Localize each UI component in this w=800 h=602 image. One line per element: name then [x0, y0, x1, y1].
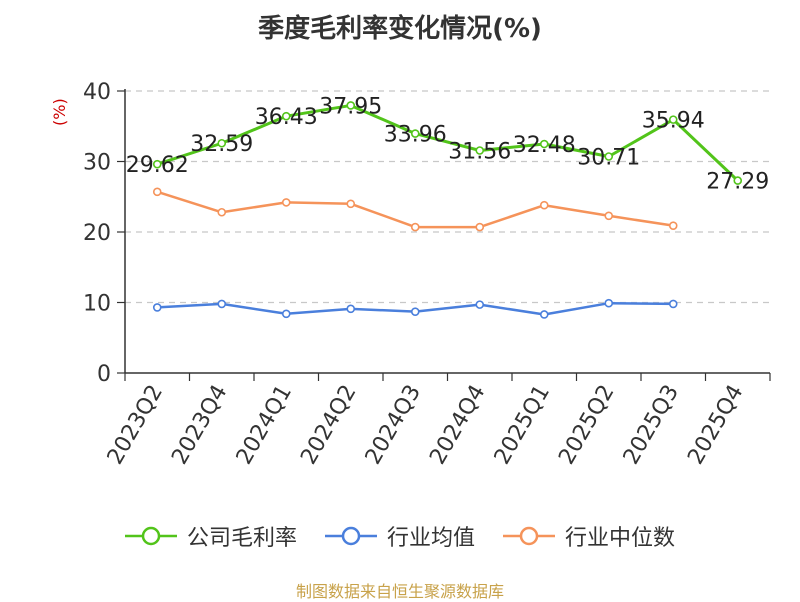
data-point — [410, 222, 420, 232]
data-point — [539, 139, 549, 149]
y-tick-label: 30 — [83, 151, 111, 176]
data-point — [475, 222, 485, 232]
y-tick-label: 20 — [83, 221, 111, 246]
data-point — [152, 303, 162, 312]
y-tick-label: 40 — [83, 80, 111, 105]
x-tick-label: 2025Q2 — [554, 381, 619, 469]
legend-marker-industry-mean — [324, 526, 377, 546]
data-label: 37.95 — [319, 94, 382, 119]
legend-label-company: 公司毛利率 — [186, 526, 297, 551]
x-tick-label: 2024Q2 — [296, 381, 361, 469]
x-tick-label: 2023Q4 — [167, 381, 232, 469]
data-point — [733, 176, 743, 185]
data-point — [668, 299, 678, 309]
x-tick-label: 2024Q4 — [425, 381, 490, 469]
data-point — [281, 198, 291, 207]
x-tick-label: 2025Q4 — [683, 381, 748, 469]
legend-label-industry-median: 行业中位数 — [565, 526, 676, 551]
data-label: 33.96 — [384, 123, 447, 148]
data-point — [410, 307, 420, 316]
legend-item-industry-mean[interactable]: 行业均值 — [324, 520, 475, 552]
data-point — [410, 129, 420, 138]
legend-item-company[interactable]: 公司毛利率 — [124, 520, 297, 552]
data-point — [281, 111, 291, 121]
data-label: 36.43 — [255, 105, 318, 130]
data-point — [217, 138, 227, 148]
data-label: 30.71 — [577, 145, 640, 170]
data-point — [475, 300, 485, 309]
legend-label-industry-mean: 行业均值 — [386, 526, 475, 551]
data-point — [152, 187, 162, 197]
x-tick-label: 2025Q1 — [490, 381, 555, 469]
data-point — [604, 211, 614, 221]
data-point — [346, 101, 356, 110]
series-line — [156, 190, 674, 229]
legend-item-industry-median[interactable]: 行业中位数 — [503, 520, 675, 552]
data-point — [668, 115, 678, 124]
series-line — [156, 103, 739, 182]
data-point — [281, 309, 291, 319]
x-tick-label: 2024Q3 — [361, 381, 426, 469]
x-tick-label: 2025Q3 — [619, 381, 684, 469]
data-point — [217, 299, 227, 309]
data-point — [604, 298, 614, 308]
data-point — [539, 310, 549, 319]
data-point — [152, 159, 162, 169]
y-tick-label: 10 — [83, 292, 111, 317]
legend-marker-industry-median — [503, 526, 555, 546]
data-point — [539, 200, 549, 210]
data-point — [346, 304, 356, 314]
x-tick-label: 2023Q2 — [103, 381, 168, 469]
data-point — [604, 152, 614, 161]
data-point — [217, 207, 227, 217]
data-source: 制图数据来自恒生聚源数据库 — [295, 582, 504, 601]
legend-marker-company — [124, 526, 177, 546]
y-tick-label: 0 — [97, 362, 111, 387]
chart-title: 季度毛利率变化情况(%) — [258, 14, 542, 44]
data-label: 31.56 — [448, 140, 511, 165]
data-label: 29.62 — [126, 153, 189, 178]
data-point — [475, 146, 485, 155]
data-label: 32.48 — [513, 133, 576, 158]
data-point — [346, 199, 356, 209]
data-point — [668, 221, 678, 230]
data-label: 27.29 — [706, 170, 769, 195]
data-label: 32.59 — [190, 132, 253, 157]
legend: 公司毛利率 行业均值 行业中位数 — [0, 520, 800, 552]
x-tick-label: 2024Q1 — [232, 381, 297, 469]
data-label: 35.94 — [642, 109, 705, 134]
